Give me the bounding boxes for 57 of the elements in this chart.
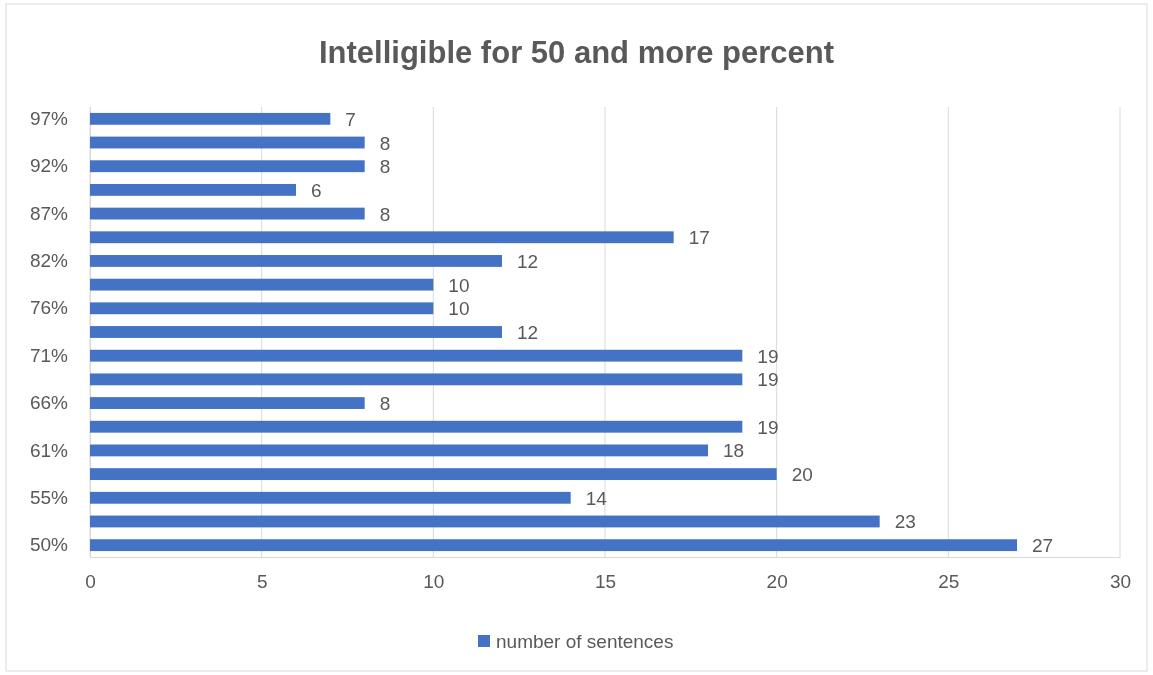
- bar: [90, 326, 502, 338]
- data-label: 10: [448, 274, 470, 296]
- y-tick-label: 55%: [29, 486, 69, 508]
- x-tick-label: 10: [423, 571, 445, 593]
- data-label: 19: [757, 369, 779, 391]
- bar: [90, 420, 743, 433]
- data-label: 18: [723, 440, 745, 462]
- data-label: 19: [757, 345, 779, 367]
- bar: [90, 160, 365, 173]
- legend-label: number of sentences: [496, 631, 674, 652]
- data-label: 7: [345, 108, 356, 130]
- x-tick-label: 20: [766, 571, 788, 593]
- chart-title: Intelligible for 50 and more percent: [318, 35, 835, 70]
- y-tick-label: 66%: [29, 392, 69, 414]
- data-label: 8: [379, 132, 391, 154]
- bar: [90, 136, 365, 149]
- y-tick-label: 76%: [29, 297, 69, 319]
- data-label: 12: [517, 250, 539, 272]
- bar: [90, 373, 743, 386]
- data-label: 20: [791, 464, 813, 486]
- bar: [90, 539, 1017, 552]
- x-tick-label: 30: [1109, 571, 1132, 593]
- data-label: 10: [448, 298, 470, 320]
- bar: [90, 515, 880, 528]
- bar: [90, 468, 777, 481]
- bar: [90, 231, 674, 244]
- bar: [90, 491, 571, 504]
- data-label: 17: [688, 227, 710, 249]
- x-tick-label: 25: [938, 571, 960, 593]
- x-tick-label: 5: [256, 571, 268, 593]
- bar: [90, 278, 434, 291]
- bar: [90, 207, 365, 220]
- data-label: 12: [517, 322, 539, 343]
- y-tick-label: 50%: [29, 534, 69, 556]
- data-label: 14: [585, 487, 608, 509]
- y-tick-label: 97%: [29, 107, 69, 129]
- y-tick-label: 92%: [29, 155, 69, 177]
- y-tick-label: 61%: [29, 439, 69, 461]
- bar: [90, 302, 434, 315]
- bar: [90, 112, 331, 125]
- y-tick-label: 82%: [29, 250, 69, 272]
- data-label: 6: [311, 179, 322, 201]
- x-tick-label: 15: [594, 571, 617, 593]
- bar: [90, 444, 708, 457]
- data-label: 23: [894, 511, 916, 533]
- data-label: 8: [379, 393, 391, 415]
- x-tick-label: 0: [85, 571, 96, 593]
- data-label: 8: [379, 156, 391, 178]
- bar: [90, 397, 365, 409]
- y-tick-label: 87%: [29, 202, 69, 224]
- y-tick-label: 71%: [29, 344, 69, 366]
- data-label: 27: [1032, 535, 1054, 557]
- bar: [90, 349, 743, 362]
- data-label: 8: [379, 203, 391, 225]
- data-label: 19: [757, 416, 779, 438]
- bar: [90, 183, 296, 196]
- bar: [90, 255, 502, 267]
